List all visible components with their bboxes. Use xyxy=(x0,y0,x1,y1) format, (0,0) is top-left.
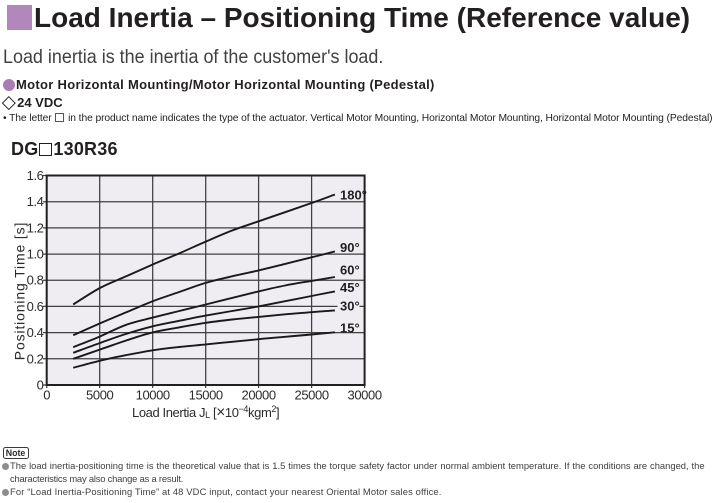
svg-text:0.4: 0.4 xyxy=(27,325,44,340)
svg-text:0.8: 0.8 xyxy=(27,273,44,288)
svg-text:30000: 30000 xyxy=(348,388,382,403)
svg-text:Positioning Time [s]: Positioning Time [s] xyxy=(12,222,28,360)
svg-text:1.6: 1.6 xyxy=(27,168,44,183)
svg-text:25000: 25000 xyxy=(295,388,329,403)
svg-text:1.4: 1.4 xyxy=(27,194,44,209)
svg-text:90°: 90° xyxy=(340,240,360,255)
svg-text:1.0: 1.0 xyxy=(27,247,44,262)
svg-text:180°: 180° xyxy=(340,188,367,203)
svg-text:15000: 15000 xyxy=(189,388,223,403)
svg-text:0.6: 0.6 xyxy=(27,299,44,314)
svg-text:1.2: 1.2 xyxy=(27,220,44,235)
svg-text:0: 0 xyxy=(37,378,44,393)
svg-text:0.2: 0.2 xyxy=(27,351,44,366)
svg-text:15°: 15° xyxy=(340,320,360,335)
svg-text:Load Inertia JL [×10−4kgm2]: Load Inertia JL [×10−4kgm2] xyxy=(132,404,279,421)
svg-text:60°: 60° xyxy=(340,263,360,278)
svg-text:20000: 20000 xyxy=(242,388,276,403)
svg-text:5000: 5000 xyxy=(86,388,113,403)
svg-text:10000: 10000 xyxy=(136,388,170,403)
svg-text:0: 0 xyxy=(43,388,50,403)
svg-text:45°: 45° xyxy=(340,280,360,295)
svg-text:30°: 30° xyxy=(340,299,360,314)
